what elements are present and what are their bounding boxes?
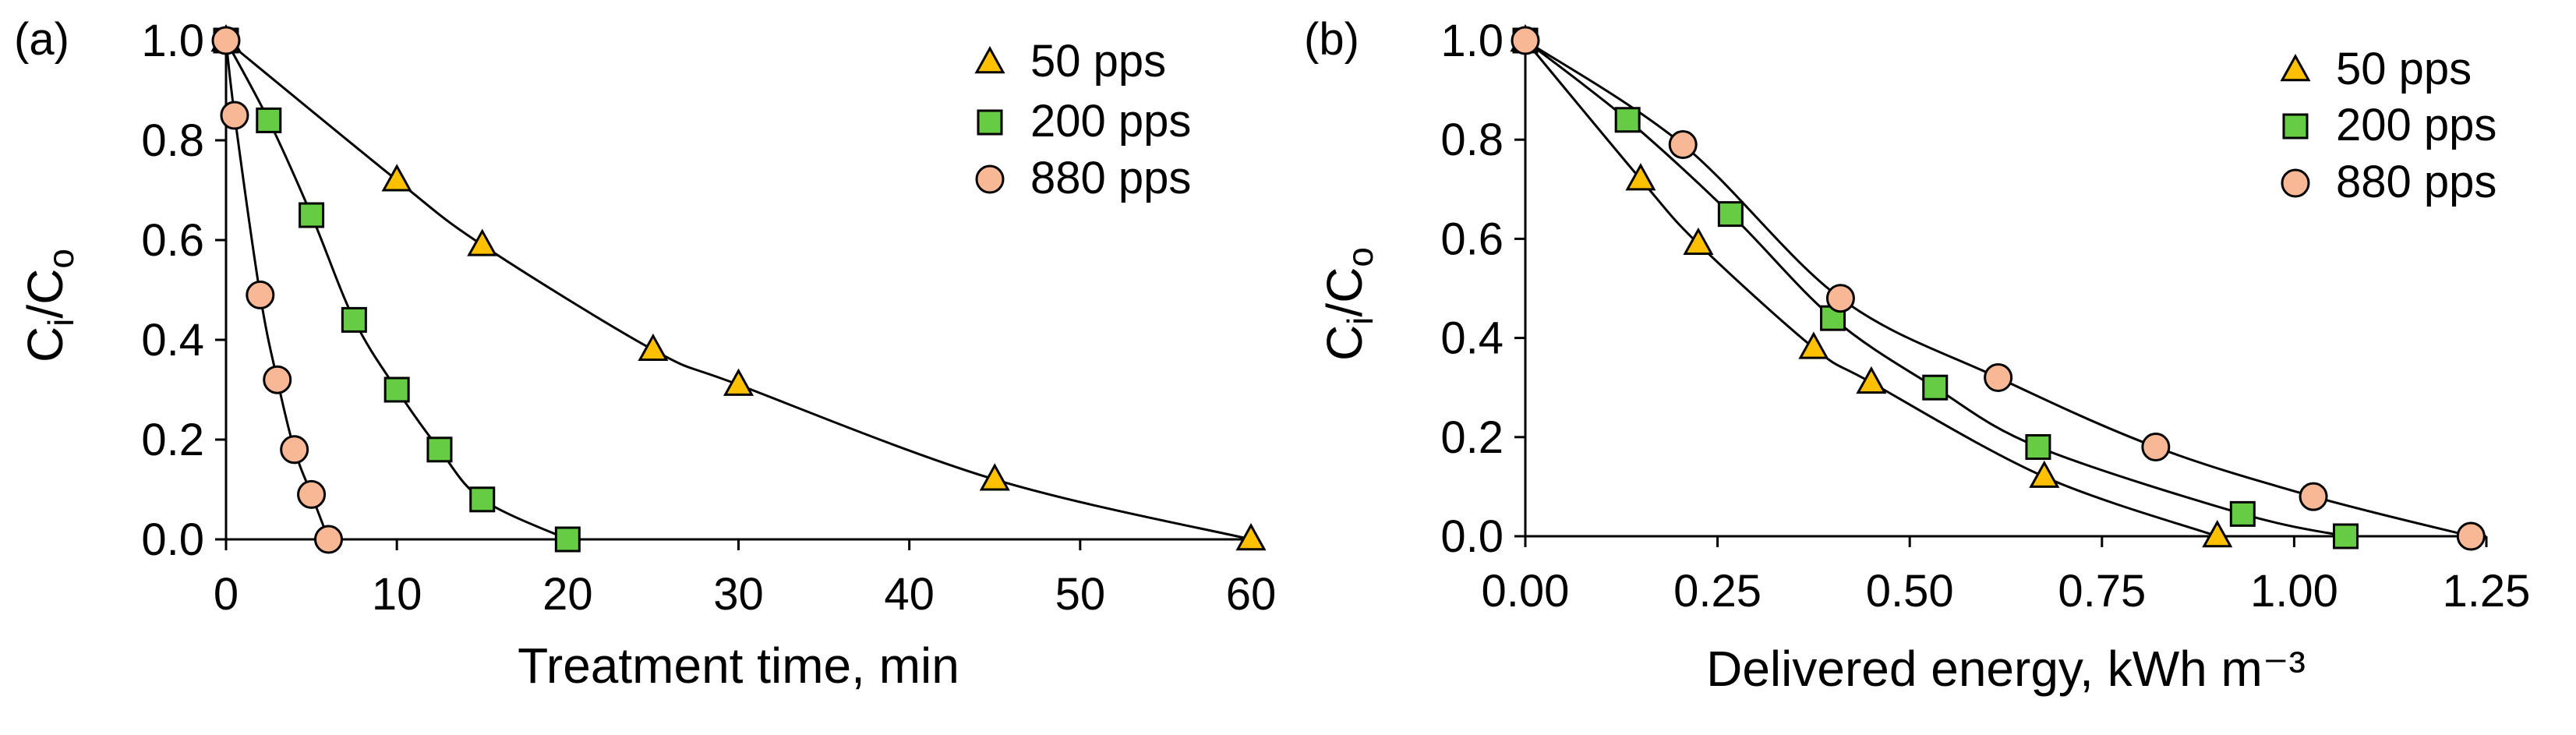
data-point-circle — [220, 101, 249, 130]
data-point-triangle — [2202, 520, 2233, 548]
panel-label: (a) — [14, 14, 69, 65]
y-axis-title-sep: /C — [17, 269, 73, 319]
y-tick-label: 0.8 — [141, 115, 204, 166]
y-tick-label: 0.2 — [141, 415, 204, 465]
y-axis-title: Ci/Co — [17, 249, 81, 362]
x-tick-label: 30 — [713, 569, 764, 620]
y-tick-label: 0.2 — [1440, 412, 1504, 463]
data-point-triangle — [2029, 460, 2060, 488]
legend-marker-square — [2282, 113, 2309, 140]
legend-label: 880 pps — [2336, 157, 2496, 207]
y-axis-title-sub1: i — [1340, 317, 1380, 325]
y-axis-title-base: C — [17, 327, 73, 362]
y-tick-label: 0.0 — [1440, 511, 1504, 562]
x-tick-label: 0.00 — [1482, 566, 1570, 617]
x-axis-title: Delivered energy, kWh m⁻³ — [1706, 641, 2306, 697]
data-point-circle — [1668, 130, 1698, 160]
y-tick-label: 0.0 — [141, 514, 204, 565]
y-tick-label: 0.6 — [1440, 214, 1504, 264]
data-point-circle — [280, 435, 309, 465]
data-point-square — [554, 526, 581, 553]
data-point-triangle — [1683, 227, 1714, 256]
data-point-square — [2229, 500, 2256, 527]
data-point-square — [469, 486, 496, 513]
y-axis-title: Ci/Co — [1316, 247, 1380, 361]
y-tick-label: 0.4 — [141, 315, 204, 366]
legend-label: 50 pps — [2336, 44, 2472, 94]
data-point-square — [426, 436, 453, 463]
series-line-circle — [1525, 39, 2472, 538]
x-tick-label: 0 — [214, 569, 239, 620]
data-point-triangle — [381, 164, 412, 192]
data-point-circle — [297, 479, 327, 509]
data-point-square — [299, 202, 325, 228]
legend-marker-triangle — [2280, 54, 2311, 82]
y-tick-label: 0.6 — [141, 215, 204, 266]
y-tick-label: 0.8 — [1440, 115, 1504, 165]
y-axis-title-sub1: i — [41, 319, 81, 327]
y-tick-label: 0.4 — [1440, 313, 1504, 364]
data-point-square — [383, 376, 410, 403]
legend-label: 200 pps — [2336, 100, 2496, 150]
legend-label: 880 pps — [1030, 153, 1191, 203]
x-tick-label: 1.25 — [2443, 566, 2531, 617]
y-axis-title-sub2: o — [41, 249, 81, 269]
data-point-square — [1717, 201, 1744, 228]
legend-marker-circle — [2281, 168, 2310, 198]
data-point-circle — [246, 280, 275, 309]
data-point-circle — [211, 26, 241, 55]
data-point-circle — [314, 525, 343, 554]
x-tick-label: 0.25 — [1673, 566, 1762, 617]
chart-panel-a: (a) 0.0 0.2 0.4 0.6 0.8 1.0 0 10 20 30 40 50 60 Treatm… — [14, 14, 1276, 694]
data-point-square — [2025, 434, 2051, 461]
data-point-square — [1922, 374, 1949, 401]
x-tick-label: 0.75 — [2058, 566, 2146, 617]
data-point-triangle — [1235, 523, 1267, 551]
y-axis-title-base: C — [1316, 325, 1373, 361]
x-tick-label: 20 — [542, 569, 593, 620]
x-tick-label: 1.00 — [2250, 566, 2338, 617]
data-point-triangle — [467, 228, 498, 256]
legend-marker-triangle — [974, 46, 1005, 74]
series-line-square — [1525, 39, 2346, 538]
data-point-triangle — [1625, 163, 1656, 191]
data-point-triangle — [979, 463, 1010, 491]
data-point-triangle — [723, 368, 754, 396]
legend-marker-square — [977, 109, 1003, 136]
data-point-triangle — [1798, 331, 1829, 359]
legend-label: 200 pps — [1030, 96, 1191, 147]
x-axis-title: Treatment time, min — [518, 638, 959, 694]
data-point-circle — [1511, 26, 1540, 55]
data-point-circle — [263, 365, 292, 394]
data-point-circle — [1825, 284, 1855, 313]
y-axis-title-sep: /C — [1316, 267, 1373, 317]
y-tick-label: 1.0 — [141, 16, 204, 66]
x-tick-label: 40 — [884, 569, 935, 620]
data-point-triangle — [638, 333, 669, 362]
y-axis-title-sub2: o — [1340, 247, 1380, 267]
legend-marker-circle — [975, 164, 1005, 194]
legend-label: 50 pps — [1030, 36, 1166, 87]
x-tick-label: 50 — [1055, 569, 1106, 620]
data-point-square — [1614, 107, 1641, 133]
data-point-square — [2332, 523, 2359, 549]
data-point-square — [256, 107, 282, 133]
x-tick-label: 60 — [1226, 569, 1277, 620]
panel-label: (b) — [1304, 14, 1359, 65]
data-point-circle — [2456, 521, 2486, 551]
chart-panel-b: (b) 0.0 0.2 0.4 0.6 0.8 1.0 0.00 0.25 0.50 0.75 1.0… — [1304, 14, 2530, 697]
y-tick-label: 1.0 — [1440, 16, 1504, 66]
x-tick-label: 0.50 — [1866, 566, 1954, 617]
data-point-square — [341, 306, 367, 333]
data-point-circle — [2141, 433, 2171, 462]
x-tick-label: 10 — [372, 569, 422, 620]
data-point-circle — [1984, 362, 2013, 392]
data-point-triangle — [1856, 366, 1887, 394]
data-point-circle — [2299, 482, 2328, 511]
